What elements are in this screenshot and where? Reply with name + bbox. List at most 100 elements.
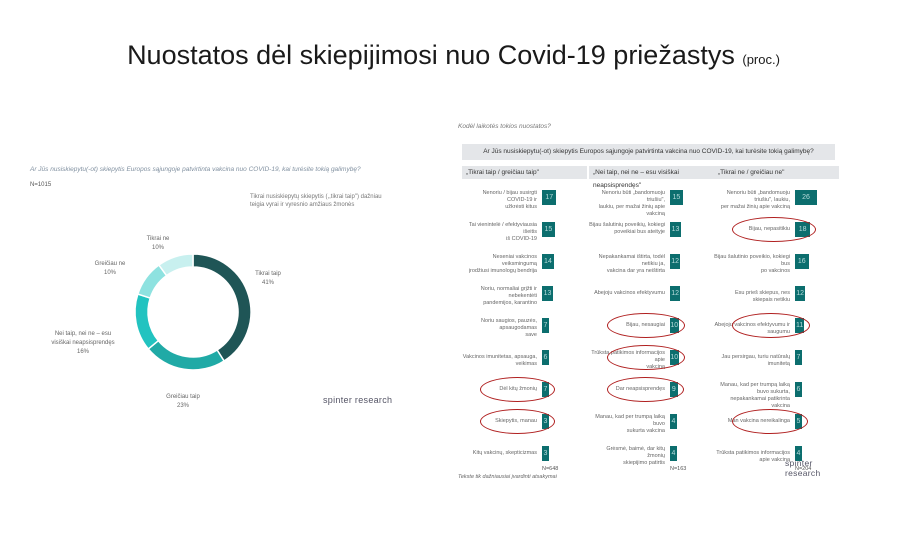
- reason-label: Grėsmė, baimė, dar kitų žmonių skiepijimo…: [589, 446, 665, 467]
- reason-bar: 15: [670, 190, 683, 205]
- highlight-circle: [607, 377, 684, 402]
- reason-label: Noriu, normaliai grįžti ir nebekentėti pa…: [462, 286, 537, 307]
- reason-label-line: Grėsmė, baimė, dar kitų žmonių: [606, 446, 665, 459]
- reason-bar: 12: [670, 286, 681, 301]
- donut-category-label: Greičiau ne: [94, 261, 126, 267]
- reason-label-line: Esu prieš skiepus, nes skiepais netikiu: [734, 289, 790, 303]
- reason-label: Bijau šalutinių poveikių, kokiegi poveiki…: [589, 222, 665, 236]
- reason-label-line: Manau, kad per trumpą laiką buvo sukurta…: [720, 382, 790, 395]
- slide-title-unit: (proc.): [742, 52, 780, 67]
- reason-label-line: Bijau šalutinių poveikių, kokiegi: [589, 222, 665, 228]
- reason-bar: 14: [542, 254, 554, 269]
- reason-bar: 6: [542, 350, 549, 365]
- reason-label-line: Nenoriu / bijau susirgti COVID-19 ir: [482, 190, 537, 203]
- reason-label-line: Neseniai vakcinos veiksmingumą: [492, 254, 537, 267]
- donut-sample-size: N=1015: [30, 182, 52, 188]
- reasons-header: Ar Jūs nusiskiepytu(-ot) skiepytis Europ…: [462, 144, 835, 160]
- reason-label: Manau, kad per trumpą laiką buvo sukurta …: [589, 414, 665, 435]
- reason-label: Noriu saugios, pauzės, apsaugodamas save: [462, 318, 537, 339]
- donut-slice-label: Greičiau taip 23%: [143, 393, 223, 411]
- reason-bar: 13: [670, 222, 682, 237]
- reason-group-header: „Tikrai ne / greičiau ne": [714, 166, 839, 179]
- reason-label: Nenoriu būti „bandomuoju triušiu", laukiu…: [589, 190, 665, 218]
- highlight-circle: [480, 409, 555, 434]
- donut-slice-label: Tikrai ne 10%: [118, 235, 198, 253]
- reason-label-line: Manau, kad per trumpą laiką buvo: [595, 414, 665, 427]
- donut-category-label: Tikrai taip: [255, 271, 281, 277]
- brand-logo-right: spinter research: [785, 458, 821, 478]
- reason-label-line: Noriu, normaliai grįžti ir nebekentėti: [480, 286, 537, 299]
- reason-label-line: Kitų vakcinų, skepticizmas: [472, 449, 537, 456]
- reason-label-line: Nenoriu būti „bandomuoju triušiu",: [601, 190, 665, 203]
- highlight-circle: [607, 313, 685, 338]
- reason-label-line: Nenoriu būti „bandomuoju triušiu", lauki…: [726, 190, 790, 203]
- donut-value-label: 16%: [76, 349, 89, 355]
- group-sample-size: N=163: [670, 466, 687, 472]
- reason-label: Nenoriu / bijau susirgti COVID-19 ir užkr…: [462, 190, 537, 211]
- reason-label-line: įrodžiusi imunologų bendrija: [468, 268, 537, 274]
- donut-value-label: 10%: [151, 245, 164, 251]
- reason-label: Neseniai vakcinos veiksmingumą įrodžiusi …: [462, 254, 537, 275]
- reason-bar: 16: [795, 254, 809, 269]
- reason-label-line: po vakcinos: [760, 268, 790, 274]
- donut-chart-panel: Ar Jūs nusiskiepytu(-ot) skiepytis Europ…: [28, 165, 398, 425]
- reason-label: Nenoriu būti „bandomuoju triušiu", lauki…: [714, 190, 790, 211]
- donut-question: Ar Jūs nusiskiepytu(-ot) skiepytis Europ…: [30, 166, 361, 173]
- reason-group-header: „Tikrai taip / greičiau taip": [462, 166, 587, 179]
- highlight-circle: [732, 409, 808, 434]
- reason-label-line: laukiu, per mažai žinių apie vakciną: [598, 204, 665, 217]
- slide-title-text: Nuostatos dėl skiepijimosi nuo Covid-19 …: [127, 40, 735, 70]
- group-sample-size: N=204: [795, 466, 812, 472]
- reasons-footnote: Tekste tik dažniausiai įvardinti atsakym…: [458, 474, 557, 480]
- donut-chart: [134, 253, 252, 371]
- brand-logo-left: spinter research: [323, 395, 393, 405]
- reason-label: Vakcinos imunitetas, apsauga, veikimas: [462, 354, 537, 368]
- reason-bar: 13: [542, 286, 554, 301]
- highlight-circle: [607, 345, 685, 370]
- reason-label: Kitų vakcinų, skepticizmas: [462, 450, 537, 457]
- reason-label-line: per mažai žinių apie vakciną: [720, 204, 790, 210]
- donut-slice: [157, 253, 194, 277]
- reason-bar: 4: [670, 414, 677, 429]
- reason-bar: 15: [542, 222, 555, 237]
- reason-label: Bijau šalutinio poveikio, kokiegi bus po …: [714, 254, 790, 275]
- reason-bar: 12: [795, 286, 806, 301]
- reason-label-line: Vakcinos imunitetas, apsauga, veikimas: [462, 353, 537, 367]
- reason-label: Jau persirgau, turiu natūralų imunitetą: [714, 354, 790, 368]
- donut-category-label: Greičiau taip: [166, 394, 200, 400]
- reason-bar: 4: [670, 446, 677, 461]
- reason-bar: 7: [795, 350, 802, 365]
- donut-category-label: visiškai neapsisprendęs: [51, 340, 115, 346]
- reason-label-line: Nepakankamai ištirta, todėl netikiu ja,: [598, 254, 665, 267]
- reason-label: Manau, kad per trumpą laiką buvo sukurta…: [714, 382, 790, 410]
- reason-label-line: iš COVID-19: [506, 236, 537, 242]
- reason-label-line: Noriu saugios, pauzės, apsaugodamas: [481, 318, 537, 331]
- reason-bar: 7: [542, 318, 549, 333]
- reason-label-line: pandemijos, karantino: [483, 300, 537, 306]
- reason-label-line: Abejoju vakcinos efektyvumu: [594, 289, 665, 296]
- reason-label-line: Tai vienintelė / efektyviausia išeitis: [468, 222, 537, 235]
- reason-bar: 17: [542, 190, 557, 205]
- donut-slice: [134, 293, 160, 351]
- slide-title: Nuostatos dėl skiepijimosi nuo Covid-19 …: [0, 40, 907, 71]
- reason-bar: 12: [670, 254, 681, 269]
- reason-bar: 26: [795, 190, 818, 205]
- highlight-circle: [732, 217, 817, 242]
- donut-category-label: Nei taip, nei ne – esu: [54, 331, 112, 337]
- donut-slice-label: Nei taip, nei ne – esu visiškai neapsispr…: [43, 330, 123, 357]
- reason-label: Trūksta patikimos informacijos apie vakc…: [714, 450, 790, 464]
- reason-bar: 6: [795, 382, 802, 397]
- highlight-circle: [480, 377, 555, 402]
- reason-label-line: poveikiai bus ateityje: [614, 229, 665, 235]
- donut-category-label: Tikrai ne: [146, 236, 170, 242]
- reason-label-line: Jau persirgau, turiu natūralų imunitetą: [721, 353, 790, 367]
- highlight-circle: [732, 313, 811, 338]
- reason-label-line: skiepijimo patirtis: [623, 460, 665, 466]
- reason-bar: 3: [542, 446, 549, 461]
- donut-slice-label: Greičiau ne 10%: [70, 260, 150, 278]
- group-sample-size: N=648: [542, 466, 559, 472]
- reason-group-header: „Nei taip, nei ne – esu visiškai neapsis…: [589, 166, 714, 189]
- donut-slice-label: Tikrai taip 41%: [228, 270, 308, 288]
- reasons-chart-panel: Kodėl laikotės tokios nuostatos? Ar Jūs …: [452, 120, 839, 490]
- reason-label: Nepakankamai ištirta, todėl netikiu ja, v…: [589, 254, 665, 275]
